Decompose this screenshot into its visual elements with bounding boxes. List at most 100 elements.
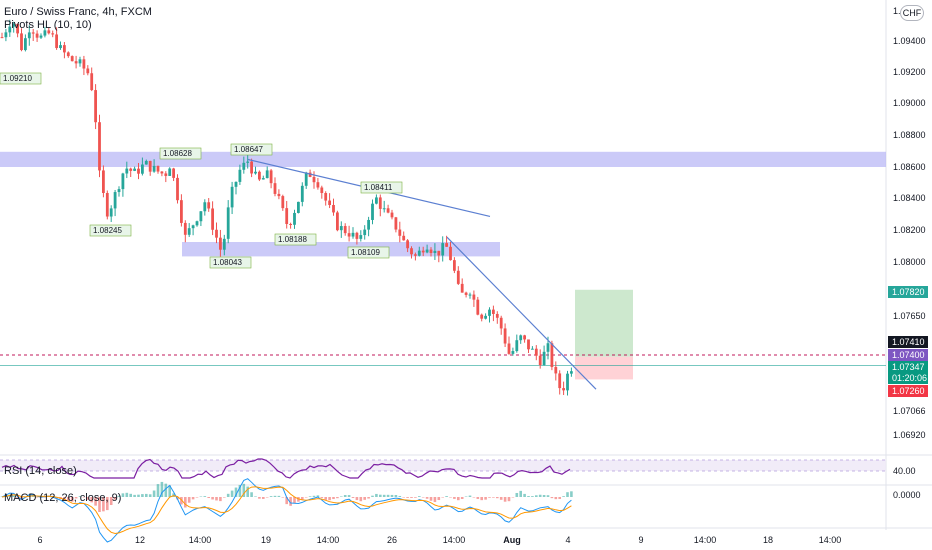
candle bbox=[281, 196, 285, 209]
macd-histogram-bar bbox=[304, 497, 308, 498]
pivot-label-text: 1.08411 bbox=[364, 183, 393, 192]
pivot-label: 1.08628 bbox=[159, 147, 202, 160]
macd-histogram-bar bbox=[203, 496, 207, 497]
candle bbox=[542, 351, 546, 366]
macd-histogram-bar bbox=[35, 497, 39, 498]
candle bbox=[187, 228, 191, 235]
candle bbox=[445, 243, 448, 247]
candle bbox=[172, 168, 175, 178]
macd-histogram-bar bbox=[281, 497, 285, 498]
candle bbox=[347, 233, 351, 237]
candle bbox=[300, 185, 304, 202]
candle bbox=[371, 203, 374, 220]
position-stop-zone bbox=[575, 356, 633, 380]
candle bbox=[562, 388, 565, 391]
macd-histogram-bar bbox=[168, 485, 171, 497]
candle bbox=[394, 217, 398, 230]
candle bbox=[129, 168, 133, 171]
macd-histogram-bar bbox=[437, 497, 441, 501]
macd-histogram-bar bbox=[507, 497, 511, 502]
candle bbox=[523, 335, 526, 340]
macd-histogram-bar bbox=[211, 497, 214, 500]
macd-histogram-bar bbox=[418, 496, 421, 497]
candle bbox=[507, 343, 511, 354]
candle bbox=[538, 355, 542, 366]
macd-histogram-bar bbox=[82, 497, 86, 498]
candle bbox=[226, 207, 230, 239]
macd-histogram-bar bbox=[480, 497, 483, 501]
macd-histogram-bar bbox=[121, 493, 125, 497]
macd-histogram-bar bbox=[63, 497, 66, 501]
macd-histogram-bar bbox=[499, 497, 503, 500]
candle bbox=[222, 238, 226, 250]
pivot-label-text: 1.08245 bbox=[93, 226, 122, 235]
candle bbox=[332, 204, 335, 213]
macd-histogram-bar bbox=[254, 496, 257, 497]
candle bbox=[24, 38, 27, 51]
macd-histogram-bar bbox=[371, 495, 374, 497]
candle bbox=[456, 270, 460, 284]
price-axis-label: 1.07820 bbox=[892, 287, 925, 297]
macd-histogram-bar bbox=[258, 497, 261, 499]
price-axis-tick: 1.07066 bbox=[893, 406, 926, 416]
pivot-label-box bbox=[347, 246, 390, 259]
candle bbox=[55, 34, 58, 49]
candle bbox=[492, 309, 495, 314]
candle bbox=[499, 317, 503, 329]
macd-histogram-bar bbox=[379, 494, 382, 497]
macd-legend: MACD (12, 26, close, 9) bbox=[4, 492, 122, 504]
candle bbox=[515, 340, 519, 352]
candle bbox=[47, 30, 51, 34]
macd-histogram-bar bbox=[468, 495, 472, 497]
macd-histogram-bar bbox=[207, 497, 210, 499]
candle bbox=[109, 208, 113, 217]
candle bbox=[269, 170, 273, 184]
macd-histogram-bar bbox=[425, 497, 429, 499]
pivot-label: 1.08411 bbox=[360, 181, 403, 194]
macd-histogram-bar bbox=[562, 496, 565, 497]
candle bbox=[160, 171, 164, 174]
candle bbox=[511, 351, 515, 354]
candle bbox=[519, 335, 523, 341]
macd-histogram-bar bbox=[301, 497, 304, 500]
time-axis-tick: 6 bbox=[37, 535, 42, 545]
macd-histogram-bar bbox=[129, 493, 132, 497]
candle bbox=[390, 212, 394, 218]
price-axis-tick: 1.08800 bbox=[893, 130, 926, 140]
pivot-label-box bbox=[360, 181, 403, 194]
macd-histogram-bar bbox=[531, 496, 534, 497]
macd-histogram-bar bbox=[359, 497, 363, 502]
price-axis-tick: 1.08400 bbox=[893, 193, 926, 203]
candle bbox=[70, 56, 74, 62]
pivot-label-box bbox=[230, 143, 273, 156]
candle bbox=[246, 161, 250, 163]
time-axis-tick: Aug bbox=[503, 535, 521, 545]
candle bbox=[63, 45, 66, 53]
price-axis-tick: 1.08200 bbox=[893, 225, 926, 235]
price-axis-label: 01:20:06 bbox=[892, 373, 927, 383]
candle bbox=[293, 212, 296, 225]
pivot-label-box bbox=[274, 233, 317, 246]
candle bbox=[566, 373, 569, 391]
macd-histogram-bar bbox=[476, 497, 480, 499]
candle bbox=[464, 292, 468, 295]
macd-histogram-bar bbox=[343, 495, 347, 497]
macd-histogram-bar bbox=[133, 494, 136, 497]
candle bbox=[43, 30, 47, 36]
macd-histogram-bar bbox=[328, 497, 331, 501]
candle bbox=[74, 61, 78, 64]
candle bbox=[355, 232, 359, 239]
candle bbox=[250, 161, 253, 174]
macd-histogram-bar bbox=[109, 497, 113, 506]
macd-histogram-bar bbox=[312, 495, 316, 497]
macd-histogram-bar bbox=[94, 497, 97, 506]
candle bbox=[39, 35, 43, 38]
candle bbox=[4, 32, 8, 38]
candle bbox=[460, 283, 464, 293]
currency-badge[interactable]: CHF bbox=[900, 5, 924, 21]
macd-histogram-bar bbox=[538, 494, 542, 497]
candle bbox=[277, 193, 281, 197]
macd-histogram-bar bbox=[464, 496, 468, 497]
macd-line bbox=[1, 478, 572, 543]
